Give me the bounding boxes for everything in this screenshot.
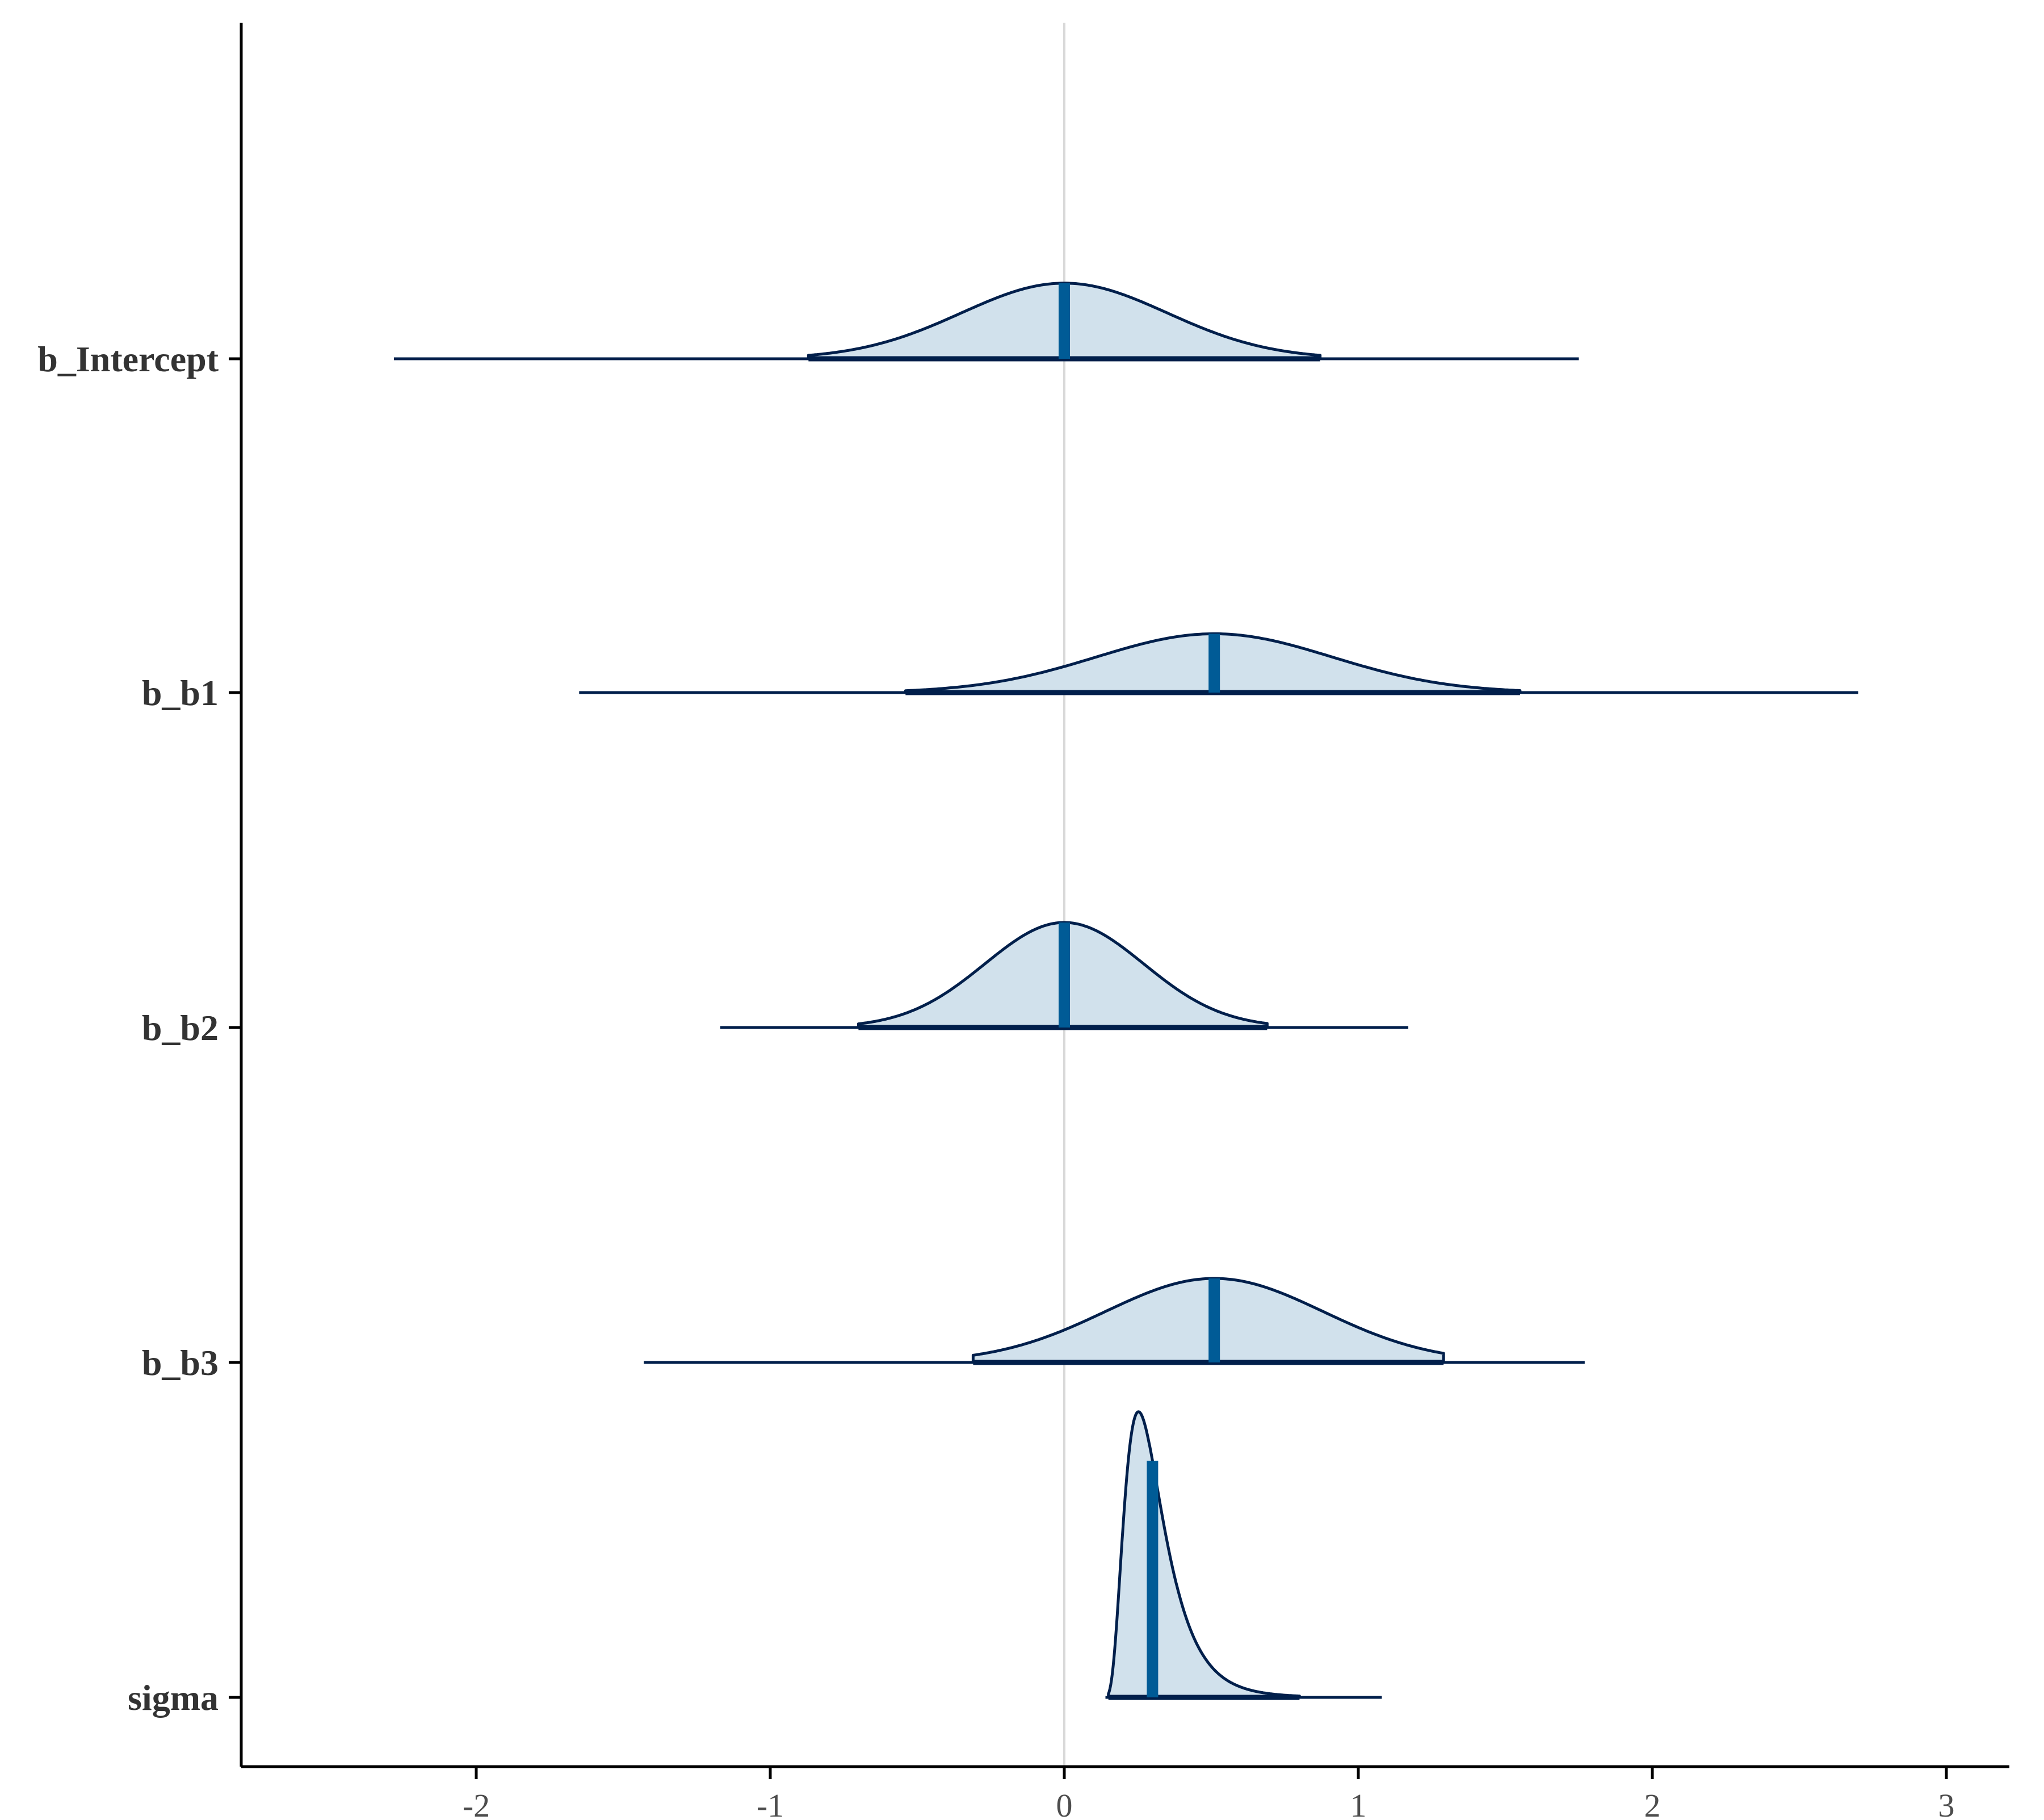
x-tick-label: 2	[1644, 1787, 1661, 1820]
ridge-b_b1	[579, 632, 1858, 695]
ridges-layer	[393, 282, 1858, 1700]
x-tick-label: 1	[1350, 1787, 1367, 1820]
x-tick-label: -1	[757, 1787, 784, 1820]
y-tick-label-sigma: sigma	[128, 1678, 219, 1718]
x-tick-label: 0	[1056, 1787, 1073, 1820]
y-tick-label-b_Intercept: b_Intercept	[37, 339, 219, 379]
y-tick-label-b_b1: b_b1	[142, 673, 219, 713]
ridge-b_Intercept	[393, 282, 1579, 362]
density-fill-b_b3	[973, 1278, 1444, 1362]
ridge-b_b2	[720, 921, 1409, 1030]
ridge-sigma	[1105, 1410, 1382, 1700]
x-tick-label: -2	[463, 1787, 490, 1820]
density-outline-sigma	[1107, 1410, 1301, 1698]
ridge-b_b3	[644, 1277, 1585, 1365]
y-tick-label-b_b2: b_b2	[142, 1008, 219, 1048]
density-outline-b_b3	[971, 1277, 1445, 1363]
x-tick-label: 3	[1938, 1787, 1955, 1820]
y-tick-label-b_b3: b_b3	[142, 1343, 219, 1383]
